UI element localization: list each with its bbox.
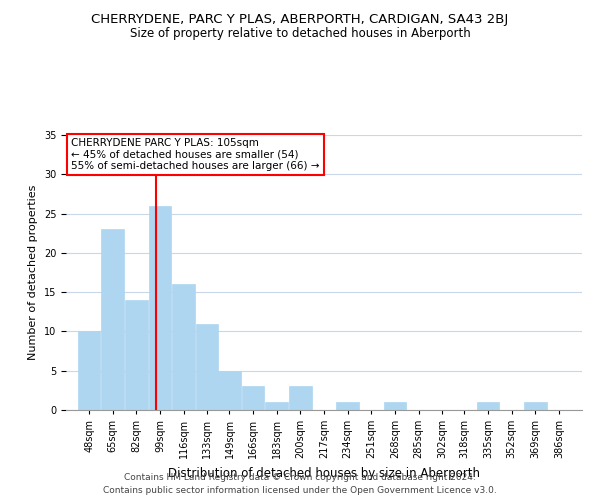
Bar: [265, 402, 288, 410]
Bar: [101, 230, 124, 410]
Bar: [125, 300, 148, 410]
Y-axis label: Number of detached properties: Number of detached properties: [28, 185, 38, 360]
X-axis label: Distribution of detached houses by size in Aberporth: Distribution of detached houses by size …: [168, 466, 480, 479]
Text: CHERRYDENE, PARC Y PLAS, ABERPORTH, CARDIGAN, SA43 2BJ: CHERRYDENE, PARC Y PLAS, ABERPORTH, CARD…: [91, 12, 509, 26]
Bar: [78, 332, 100, 410]
Bar: [242, 386, 265, 410]
Bar: [477, 402, 499, 410]
Text: CHERRYDENE PARC Y PLAS: 105sqm
← 45% of detached houses are smaller (54)
55% of : CHERRYDENE PARC Y PLAS: 105sqm ← 45% of …: [71, 138, 320, 171]
Bar: [383, 402, 406, 410]
Bar: [196, 324, 218, 410]
Bar: [337, 402, 359, 410]
Bar: [149, 206, 171, 410]
Bar: [218, 370, 241, 410]
Bar: [172, 284, 195, 410]
Text: Size of property relative to detached houses in Aberporth: Size of property relative to detached ho…: [130, 28, 470, 40]
Bar: [524, 402, 547, 410]
Text: Contains HM Land Registry data © Crown copyright and database right 2024.
Contai: Contains HM Land Registry data © Crown c…: [103, 474, 497, 495]
Bar: [289, 386, 311, 410]
